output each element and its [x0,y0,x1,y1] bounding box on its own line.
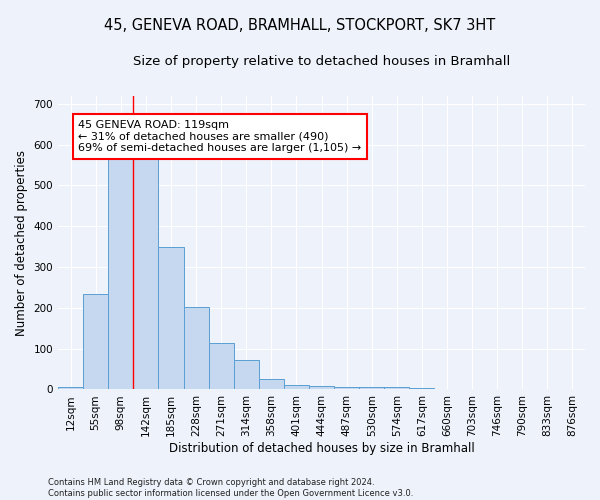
Text: 45 GENEVA ROAD: 119sqm
← 31% of detached houses are smaller (490)
69% of semi-de: 45 GENEVA ROAD: 119sqm ← 31% of detached… [78,120,361,153]
Bar [108,150,133,390]
Bar [133,150,158,390]
Bar [284,384,309,390]
Bar [334,387,359,390]
Bar [184,306,209,390]
Bar [359,388,384,390]
Text: Contains HM Land Registry data © Crown copyright and database right 2024.
Contai: Contains HM Land Registry data © Crown c… [48,478,413,498]
Title: Size of property relative to detached houses in Bramhall: Size of property relative to detached ho… [133,55,510,68]
Y-axis label: Number of detached properties: Number of detached properties [15,150,28,336]
X-axis label: Distribution of detached houses by size in Bramhall: Distribution of detached houses by size … [169,442,475,455]
Bar [384,388,409,390]
Bar [409,388,434,390]
Text: 45, GENEVA ROAD, BRAMHALL, STOCKPORT, SK7 3HT: 45, GENEVA ROAD, BRAMHALL, STOCKPORT, SK… [104,18,496,32]
Bar [83,294,108,390]
Bar [309,386,334,390]
Bar [259,380,284,390]
Bar [233,360,259,390]
Bar [209,342,233,390]
Bar [58,388,83,390]
Bar [158,246,184,390]
